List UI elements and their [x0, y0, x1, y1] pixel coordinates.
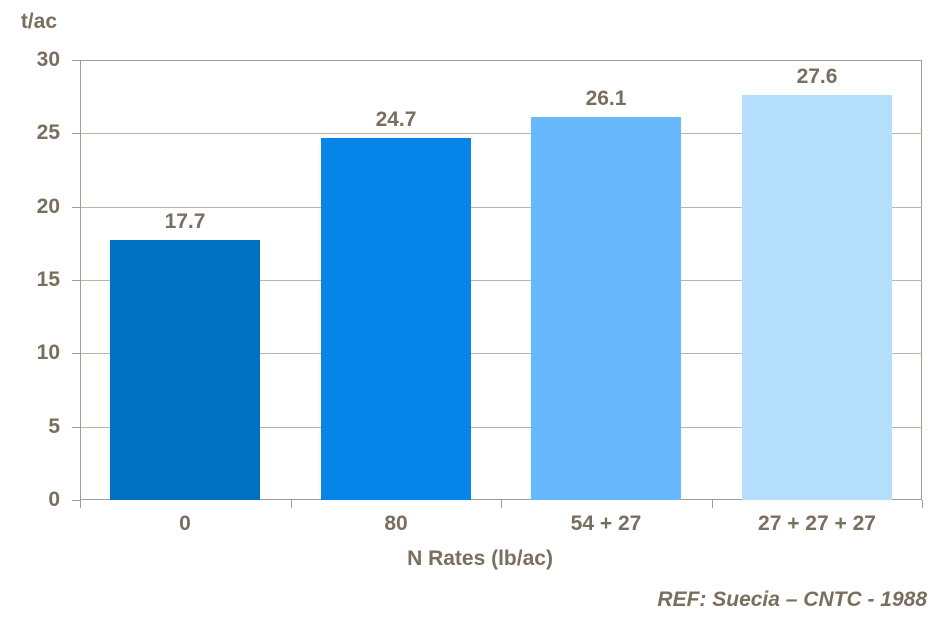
y-tick-label: 0	[48, 488, 60, 511]
bar	[110, 240, 260, 500]
reference-note: REF: Suecia – CNTC - 1988	[657, 588, 927, 611]
y-tick-label: 20	[36, 195, 60, 218]
y-tick-label: 25	[36, 121, 60, 144]
x-category-label: 54 + 27	[570, 512, 642, 535]
y-tick-mark	[72, 60, 80, 61]
y-tick-label: 10	[36, 341, 60, 364]
y-tick-label: 30	[36, 48, 60, 71]
y-axis-unit-label: t/ac	[20, 10, 57, 33]
x-axis-title: N Rates (lb/ac)	[407, 547, 553, 570]
y-tick-mark	[72, 280, 80, 281]
gridline	[81, 133, 922, 134]
x-tick-mark	[712, 500, 713, 508]
y-tick-label: 5	[48, 415, 60, 438]
bar	[321, 138, 471, 500]
bar-value-label: 26.1	[585, 87, 627, 110]
bar	[531, 117, 681, 500]
x-tick-mark	[501, 500, 502, 508]
gridline	[81, 427, 922, 428]
x-tick-mark	[922, 500, 923, 508]
x-category-label: 80	[384, 512, 408, 535]
y-tick-mark	[72, 500, 80, 501]
x-category-label: 27 + 27 + 27	[758, 512, 876, 535]
gridline	[81, 353, 922, 354]
y-tick-mark	[72, 133, 80, 134]
y-tick-mark	[72, 207, 80, 208]
bar-value-label: 24.7	[375, 108, 417, 131]
gridline	[81, 280, 922, 281]
x-category-label: 0	[179, 512, 191, 535]
bar-value-label: 27.6	[796, 65, 838, 88]
bar	[742, 95, 892, 500]
x-tick-mark	[291, 500, 292, 508]
x-tick-mark	[80, 500, 81, 508]
y-tick-label: 15	[36, 268, 60, 291]
bar-value-label: 17.7	[164, 210, 206, 233]
y-tick-mark	[72, 353, 80, 354]
y-tick-mark	[72, 427, 80, 428]
gridline	[81, 207, 922, 208]
